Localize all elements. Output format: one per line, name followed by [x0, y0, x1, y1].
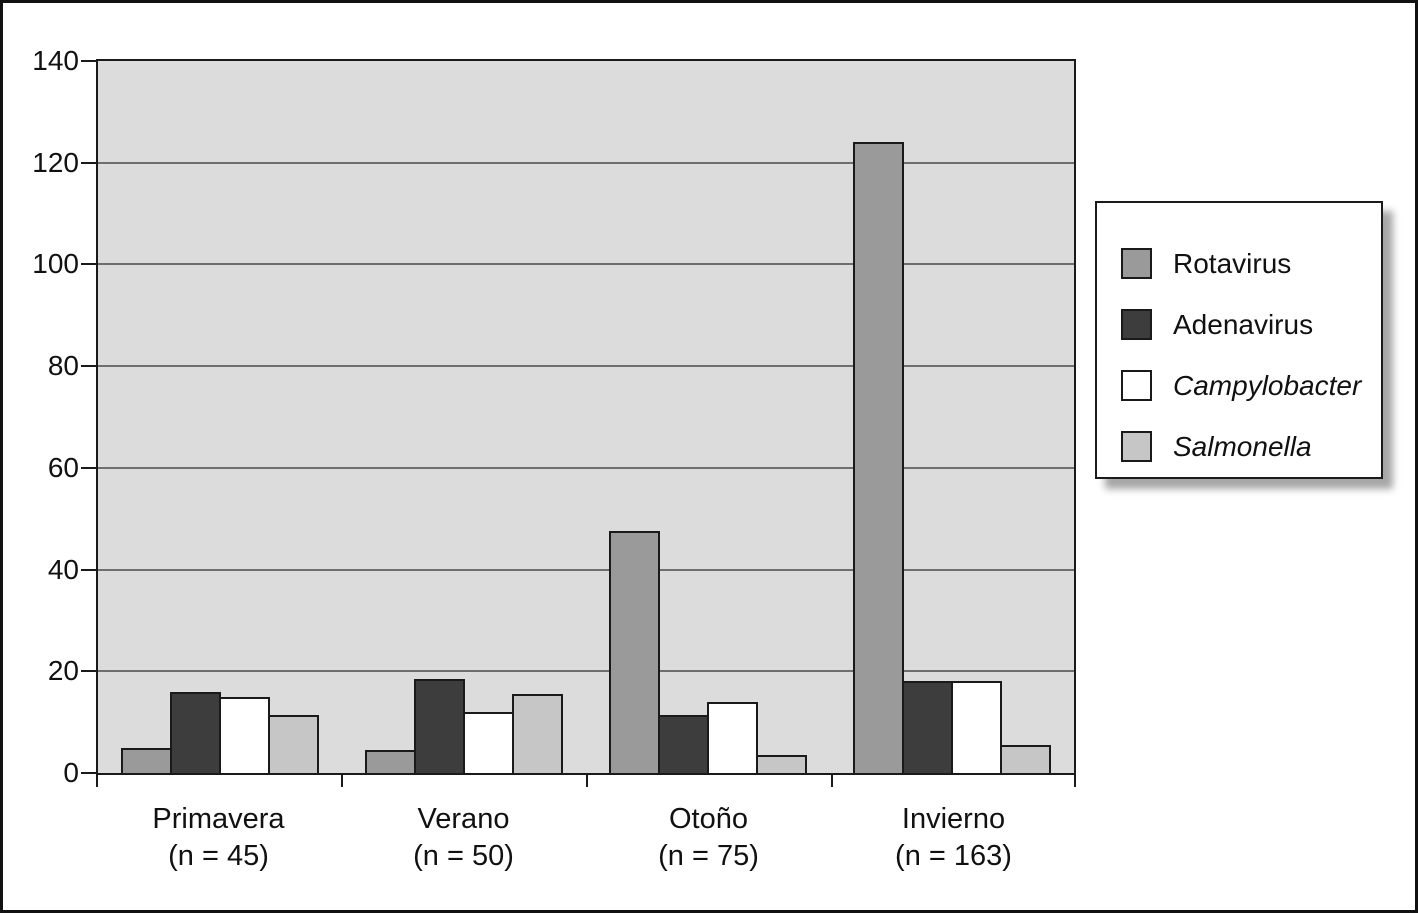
bar-group-verano — [342, 61, 586, 773]
x-category-n: (n = 50) — [413, 840, 514, 872]
legend-swatch-adenavirus — [1121, 309, 1152, 340]
bar-campylobacter — [219, 696, 270, 773]
gridline — [98, 568, 1074, 571]
gridline — [98, 365, 1074, 368]
bar-group-primavera — [98, 61, 342, 773]
bar-salmonella — [512, 694, 563, 773]
y-axis-tick-label: 100 — [32, 248, 79, 280]
x-category-label-otoño: Otoño (n = 75) — [586, 801, 831, 875]
bar-campylobacter — [463, 711, 514, 773]
y-axis-tick-mark — [81, 161, 96, 164]
legend: Rotavirus Adenavirus Campylobacter Salmonel… — [1095, 201, 1383, 479]
x-category-label-primavera: Primavera (n = 45) — [96, 801, 341, 875]
y-axis-tick-label: 60 — [47, 451, 79, 483]
legend-item-adenavirus: Adenavirus — [1121, 294, 1381, 355]
legend-swatch-campylobacter — [1121, 370, 1152, 401]
y-axis-tick-label: 40 — [47, 553, 79, 585]
y-axis-tick-mark — [81, 772, 96, 774]
legend-swatch-rotavirus — [1121, 248, 1152, 279]
x-category-label-verano: Verano (n = 50) — [341, 801, 586, 875]
bar-adenavirus — [170, 691, 221, 773]
legend-item-salmonella: Salmonella — [1121, 416, 1381, 477]
bar-rotavirus — [365, 750, 416, 773]
plot-area — [96, 59, 1076, 775]
y-axis-tick-mark — [81, 263, 96, 266]
x-axis-tick-mark — [341, 773, 343, 787]
x-category-n: (n = 75) — [658, 840, 759, 872]
x-category-n: (n = 163) — [895, 840, 1012, 872]
bar-group-invierno — [830, 61, 1074, 773]
y-axis-tick-label: 80 — [47, 350, 79, 382]
bar-rotavirus — [853, 142, 904, 773]
x-axis-tick-mark — [96, 773, 98, 787]
bar-group-otoño — [586, 61, 830, 773]
y-axis-tick-label: 20 — [47, 655, 79, 687]
gridline — [98, 466, 1074, 469]
legend-label: Campylobacter — [1173, 369, 1362, 401]
legend-swatch-salmonella — [1121, 431, 1152, 462]
x-category-name: Invierno — [901, 803, 1006, 835]
legend-item-campylobacter: Campylobacter — [1121, 355, 1381, 416]
bar-campylobacter — [951, 681, 1002, 773]
legend-item-rotavirus: Rotavirus — [1121, 233, 1381, 294]
y-axis-tick-mark — [81, 670, 96, 673]
x-category-name: Otoño — [669, 803, 748, 835]
bar-salmonella — [268, 714, 319, 773]
bar-adenavirus — [414, 678, 465, 773]
y-axis-tick-label: 140 — [32, 45, 79, 76]
x-category-n: (n = 45) — [168, 840, 269, 872]
gridline — [98, 670, 1074, 673]
legend-label: Adenavirus — [1173, 308, 1314, 340]
legend-label: Rotavirus — [1173, 247, 1292, 279]
gridline — [98, 161, 1074, 164]
y-axis-tick-label: 0 — [63, 757, 79, 788]
gridline — [98, 263, 1074, 266]
x-axis-tick-mark — [1074, 773, 1076, 787]
y-axis-tick-label: 120 — [32, 146, 79, 178]
bar-campylobacter — [707, 701, 758, 773]
y-axis-tick-mark — [81, 568, 96, 571]
x-category-name: Verano — [417, 803, 510, 835]
y-axis-tick-mark — [81, 466, 96, 469]
legend-label: Salmonella — [1173, 430, 1312, 462]
bar-rotavirus — [609, 531, 660, 773]
bar-salmonella — [1000, 745, 1051, 773]
x-axis-tick-mark — [586, 773, 588, 787]
y-axis-tick-mark — [81, 60, 96, 62]
bar-adenavirus — [658, 714, 709, 773]
x-axis-tick-mark — [831, 773, 833, 787]
bar-rotavirus — [121, 747, 172, 773]
y-axis-tick-mark — [81, 365, 96, 368]
bar-salmonella — [756, 755, 807, 773]
x-category-label-invierno: Invierno (n = 163) — [831, 801, 1076, 875]
bar-adenavirus — [902, 681, 953, 773]
x-category-name: Primavera — [152, 803, 285, 835]
